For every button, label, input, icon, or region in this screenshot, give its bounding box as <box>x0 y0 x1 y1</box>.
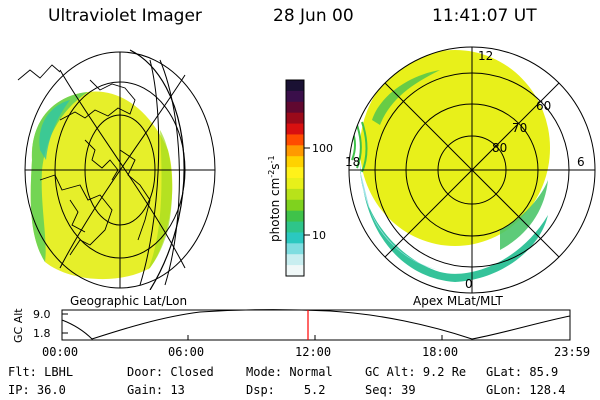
lat-label-80: 80 <box>492 141 507 155</box>
alt-y-bottom: 1.8 <box>33 327 51 340</box>
colorbar-segment <box>286 156 304 168</box>
mlt-label-6: 6 <box>577 155 585 169</box>
colorbar-segment <box>286 210 304 223</box>
colorbar-segment <box>286 232 304 244</box>
colorbar-segment <box>286 221 304 234</box>
info-gain: Gain: 13 <box>127 383 185 397</box>
info-seq: Seq: 39 <box>365 383 416 397</box>
alt-ylabel: GC Alt <box>12 308 25 343</box>
colorbar-segment <box>286 178 304 190</box>
mlt-label-0: 0 <box>465 277 473 291</box>
colorbar-segment <box>286 243 304 255</box>
colorbar-segment <box>286 101 304 114</box>
colorbar-segment <box>286 254 304 266</box>
info-door: Door: Closed <box>127 365 214 379</box>
mlt-label-18: 18 <box>345 155 360 169</box>
time-tick-label: 06:00 <box>168 345 205 359</box>
info-filter: Flt: LBHL <box>8 365 74 379</box>
altitude-curve <box>61 309 571 340</box>
colorbar-segment <box>286 188 304 201</box>
date-label: 28 Jun 00 <box>273 6 354 26</box>
time-label: 11:41:07 UT <box>432 6 537 26</box>
lat-label-70: 70 <box>512 121 527 135</box>
info-ip: IP: 36.0 <box>8 383 66 397</box>
info-mode: Mode: Normal <box>246 365 333 379</box>
info-dsp: Dsp: 5.2 <box>246 383 326 397</box>
colorbar-segment <box>286 90 304 103</box>
lat-label-60: 60 <box>536 99 551 113</box>
colorbar-tick-label-10: 10 <box>312 229 326 242</box>
altitude-strip <box>61 309 571 341</box>
colorbar-tick-label-100: 100 <box>312 142 333 155</box>
geographic-panel-label: Geographic Lat/Lon <box>70 294 188 308</box>
colorbar-segment <box>286 112 304 125</box>
info-glat: GLat: 85.9 <box>486 365 559 379</box>
colorbar-segment <box>286 123 304 136</box>
time-tick-label: 00:00 <box>42 345 79 359</box>
apex-panel-label: Apex MLat/MLT <box>413 294 503 308</box>
time-tick-label: 18:00 <box>422 345 459 359</box>
mlt-label-12: 12 <box>478 49 493 63</box>
geographic-map <box>17 49 216 290</box>
time-tick-label: 12:00 <box>295 345 332 359</box>
colorbar-frame <box>285 79 305 277</box>
instrument-title: Ultraviolet Imager <box>48 6 202 26</box>
colorbar-segment <box>286 167 304 179</box>
time-tick-label: 23:59 <box>554 345 591 359</box>
colorbar-segment <box>286 199 304 212</box>
apex-polar-plot: 12 18 6 0 60 70 80 <box>345 46 596 294</box>
colorbar-unit-label: photon cm-2s-1 <box>267 155 282 242</box>
colorbar-segment <box>286 134 304 146</box>
info-glon: GLon: 128.4 <box>486 383 566 397</box>
alt-y-top: 9.0 <box>33 308 51 321</box>
info-gc-alt: GC Alt: 9.2 Re <box>365 365 467 379</box>
colorbar-segment <box>286 265 304 277</box>
colorbar-segment <box>286 80 304 92</box>
colorbar <box>286 80 304 277</box>
colorbar-segment <box>286 145 304 157</box>
